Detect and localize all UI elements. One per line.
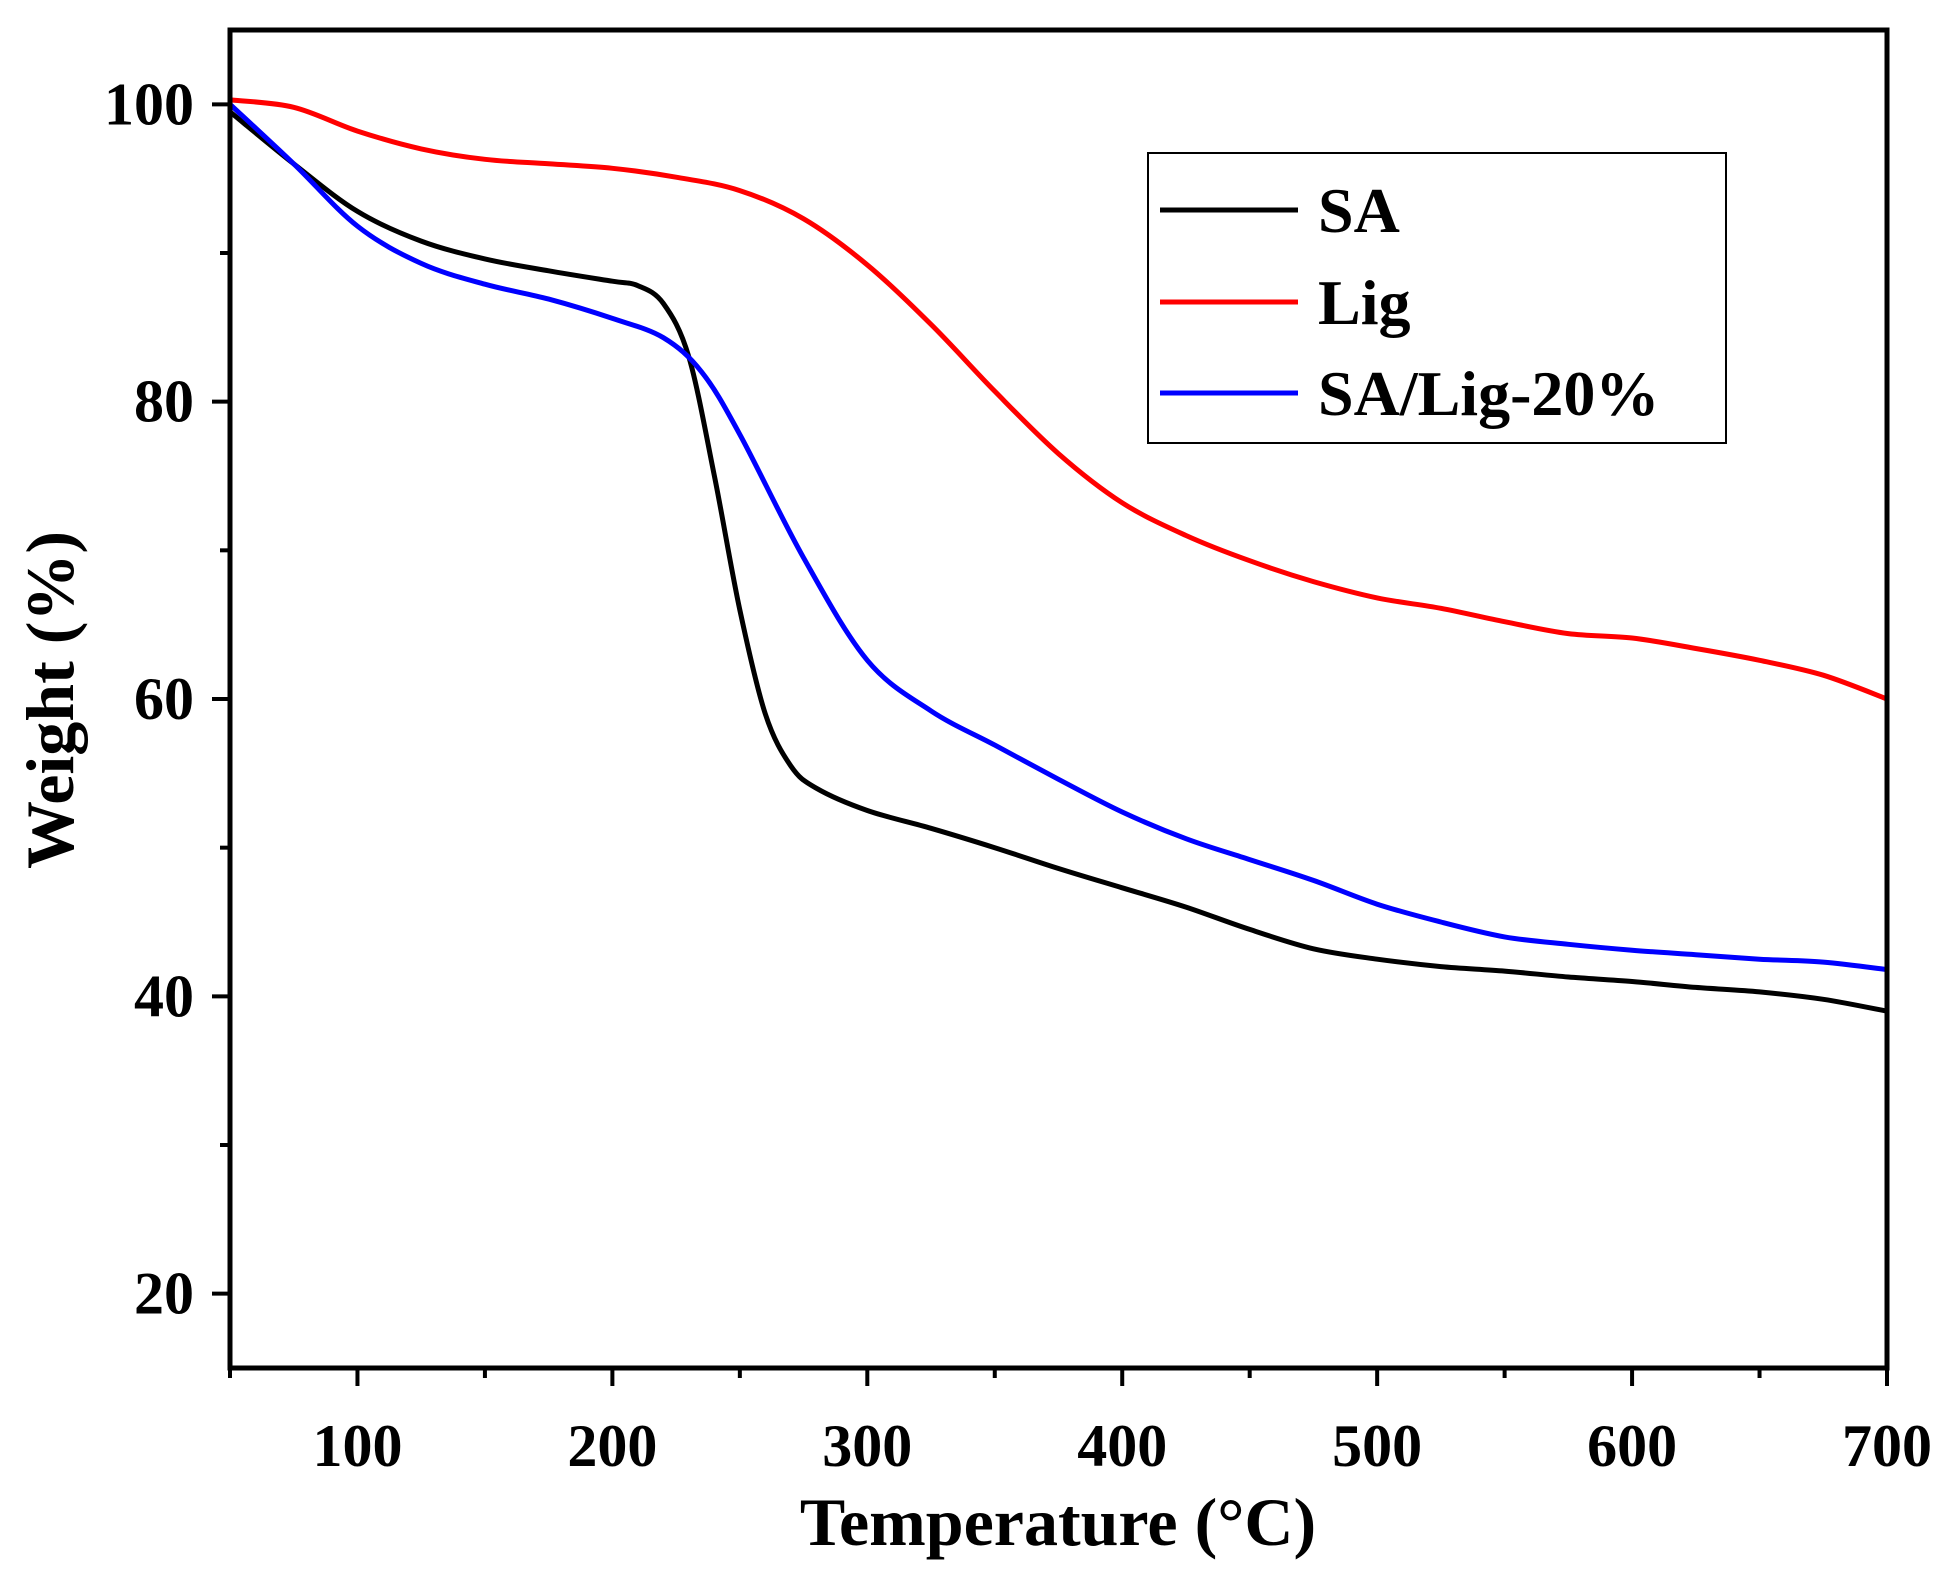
- legend: SA Lig SA/Lig-20%: [1147, 152, 1727, 444]
- y-axis-ticks: 20 40 60 80 100: [104, 71, 230, 1327]
- plot-lines: [227, 97, 1890, 1014]
- series-line-sa: [227, 109, 1890, 1014]
- x-tick-label: 300: [822, 1413, 912, 1479]
- x-tick-label: 100: [312, 1413, 402, 1479]
- y-tick-label: 40: [134, 963, 194, 1029]
- y-tick-label: 80: [134, 369, 194, 435]
- y-axis-title: Weight (%): [12, 531, 88, 869]
- x-tick-label: 500: [1332, 1413, 1422, 1479]
- x-axis-ticks: 100 200 300 400 500 600 700: [228, 1368, 1932, 1479]
- x-tick-label: 400: [1077, 1413, 1167, 1479]
- series-line-sa-lig-20: [227, 101, 1890, 973]
- x-tick-label: 600: [1587, 1413, 1677, 1479]
- legend-label-sa-lig-20: SA/Lig-20%: [1318, 358, 1659, 429]
- x-tick-label: 700: [1842, 1413, 1932, 1479]
- legend-label-sa: SA: [1318, 175, 1400, 246]
- legend-label-lig: Lig: [1318, 267, 1410, 338]
- series-line-lig: [227, 97, 1890, 702]
- x-axis-title: Temperature (°C): [800, 1484, 1316, 1560]
- y-tick-label: 100: [104, 71, 194, 137]
- y-tick-label: 20: [134, 1261, 194, 1327]
- y-tick-label: 60: [134, 666, 194, 732]
- x-tick-label: 200: [567, 1413, 657, 1479]
